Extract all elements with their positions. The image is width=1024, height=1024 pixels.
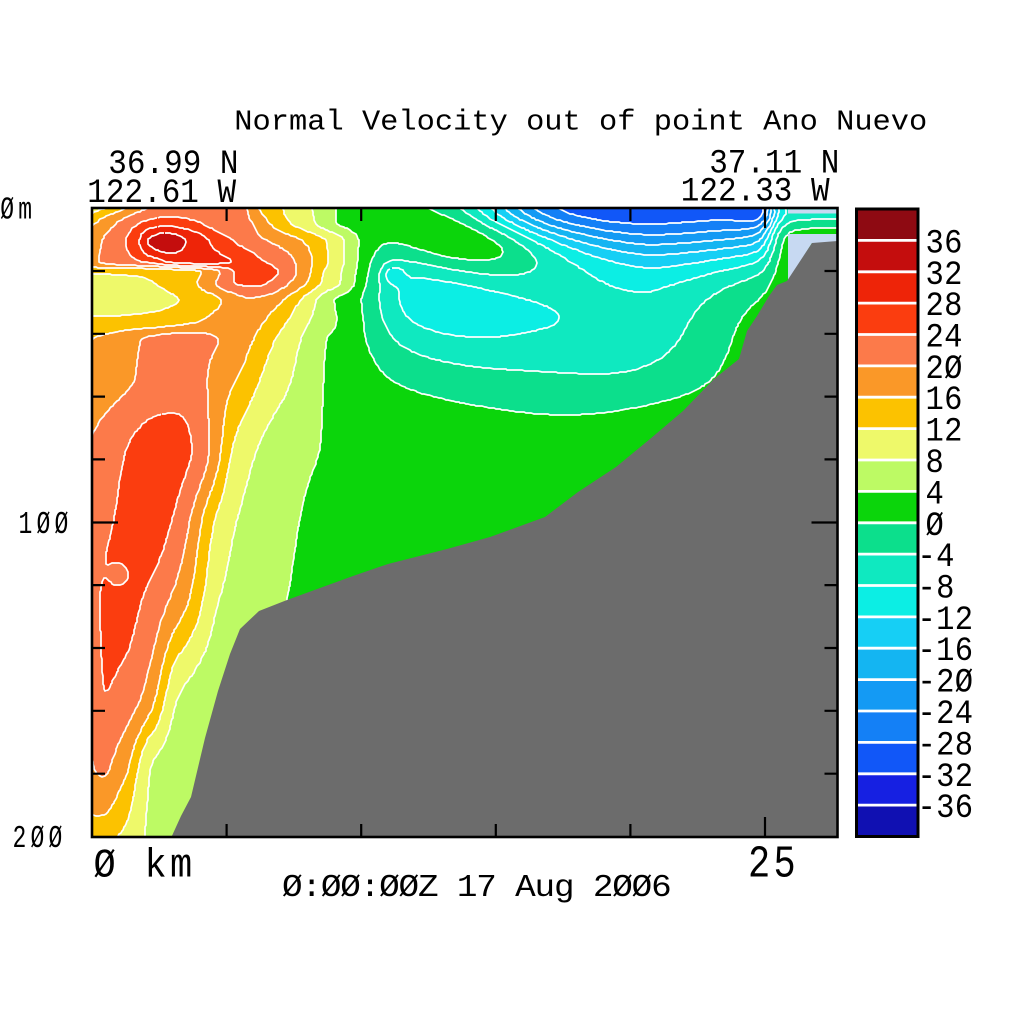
svg-text:122.61 W: 122.61 W (87, 174, 236, 213)
svg-text:-16: -16 (918, 632, 974, 671)
svg-text:Ø: Ø (926, 506, 945, 545)
svg-text:36.99 N: 36.99 N (108, 145, 238, 184)
svg-text:25: 25 (748, 840, 799, 890)
svg-text:Normal Velocity out of point A: Normal Velocity out of point Ano Nuevo (234, 106, 927, 138)
svg-text:32: 32 (926, 255, 963, 294)
svg-text:-2Ø: -2Ø (918, 663, 974, 702)
svg-text:-28: -28 (918, 726, 974, 765)
svg-text:37.11 N: 37.11 N (709, 144, 839, 183)
svg-text:-12: -12 (918, 600, 974, 639)
svg-text:-32: -32 (918, 757, 974, 796)
svg-text:-36: -36 (918, 789, 974, 828)
svg-text:4: 4 (926, 475, 945, 514)
svg-text:-24: -24 (918, 695, 974, 734)
svg-text:Øm: Øm (0, 193, 36, 228)
svg-text:28: 28 (926, 287, 963, 326)
svg-text:1ØØ: 1ØØ (19, 508, 73, 543)
svg-text:2ØØ: 2ØØ (13, 822, 67, 857)
svg-text:16: 16 (926, 381, 963, 420)
svg-text:12: 12 (926, 412, 963, 451)
svg-text:36: 36 (926, 224, 963, 263)
svg-text:Ø:ØØ:ØØZ 17 Aug 2ØØ6: Ø:ØØ:ØØZ 17 Aug 2ØØ6 (282, 869, 671, 906)
svg-text:24: 24 (926, 318, 963, 357)
svg-text:Ø km: Ø km (94, 843, 196, 889)
svg-text:-4: -4 (918, 538, 955, 577)
svg-text:2Ø: 2Ø (926, 349, 963, 388)
svg-text:122.33 W: 122.33 W (681, 172, 830, 211)
svg-text:8: 8 (926, 444, 945, 483)
svg-text:-8: -8 (918, 569, 955, 608)
